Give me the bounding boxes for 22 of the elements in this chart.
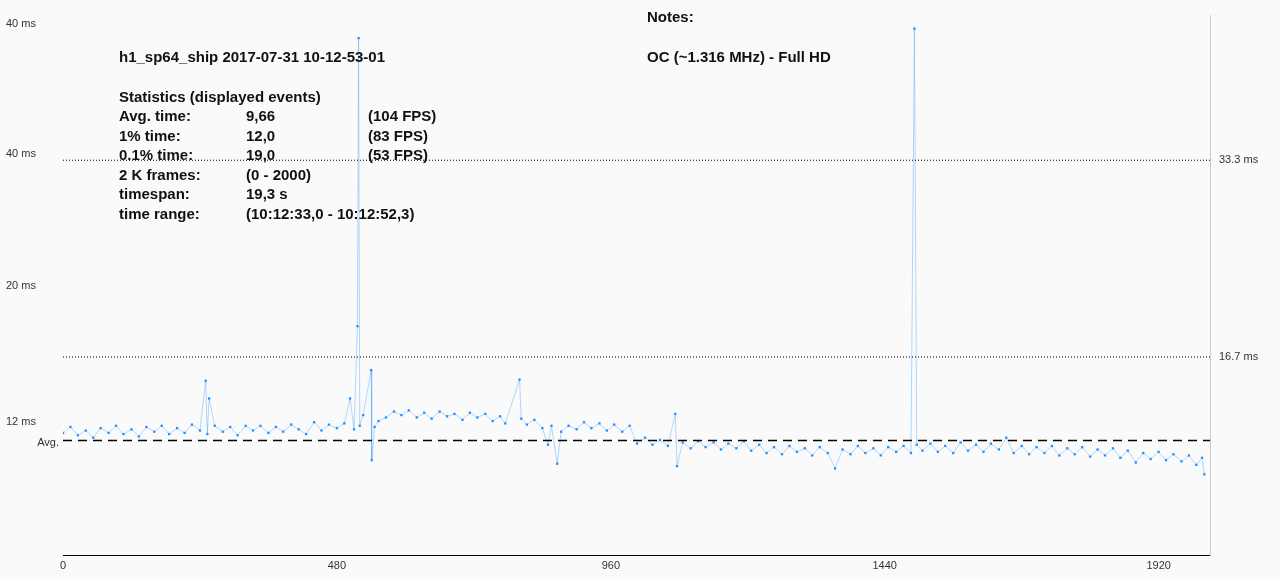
x-tick-label: 960: [601, 558, 620, 571]
text: 1% time: 12,0 (83 FPS): [119, 126, 429, 144]
text: time range: (10:12:33,0 - 10:12:52,3): [119, 204, 415, 222]
text: 2 K frames: (0 - 2000): [119, 165, 312, 183]
y-tick-label: 16.7 ms: [1219, 350, 1259, 363]
x-tick-label: 1440: [872, 558, 897, 571]
y-tick-label: 33.3 ms: [1219, 153, 1259, 166]
annotation: OC (~1.316 MHz) - Full HD: [647, 46, 831, 66]
text: 20 ms: [6, 279, 36, 291]
ref-line-label: Avg.: [37, 435, 59, 448]
text: 40 ms: [6, 147, 36, 159]
text: h1_sp64_ship 2017-07-31 10-12-53-01: [119, 47, 386, 67]
x-tick-label: 480: [327, 558, 347, 571]
annotation: Notes:: [647, 7, 695, 27]
text: timespan: 19,3 s: [119, 185, 288, 202]
text: 40 ms: [6, 17, 36, 29]
x-tick-label: 0: [59, 558, 67, 571]
text: Avg. time: 9,66 (104 FPS): [119, 107, 437, 124]
x-tick-label: 1920: [1146, 558, 1171, 571]
annotation: Statistics (displayed events): [119, 86, 321, 106]
text: 12 ms: [6, 415, 36, 427]
text: 0.1% time: 19,0 (53 FPS): [119, 146, 429, 163]
